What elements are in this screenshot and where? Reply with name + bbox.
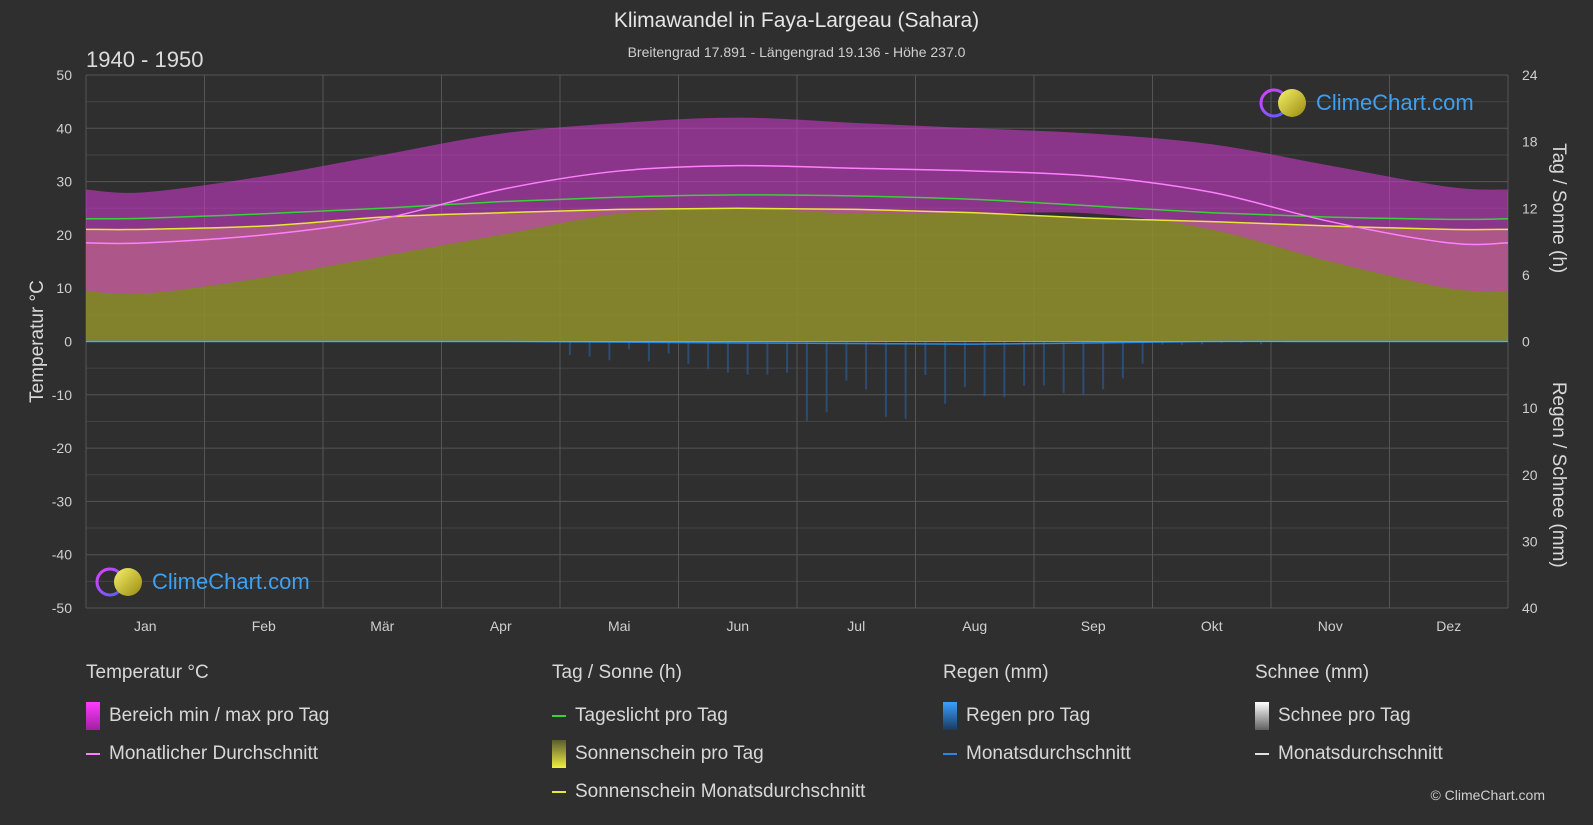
- line-swatch-icon: [943, 753, 957, 755]
- x-tick-label: Jun: [726, 618, 749, 634]
- x-tick-label: Mär: [370, 618, 394, 634]
- snow-swatch-icon: [1255, 702, 1269, 730]
- legend-snow-title: Schnee (mm): [1255, 662, 1370, 683]
- logo-text: ClimeChart.com: [152, 569, 310, 594]
- legend-temp-avg: Monatlicher Durchschnitt: [86, 735, 329, 773]
- y-right-mm-tick-label: 30: [1522, 533, 1538, 549]
- x-tick-label: Jul: [847, 618, 865, 634]
- y-right-top-axis-label: Tag / Sonne (h): [1548, 143, 1569, 273]
- line-swatch-icon: [552, 791, 566, 793]
- legend-daylight: Tageslicht pro Tag: [552, 697, 865, 735]
- legend-temp-avg-label: Monatlicher Durchschnitt: [109, 743, 319, 764]
- legend-rain-avg: Monatsdurchschnitt: [943, 735, 1131, 773]
- legend-snow-perday: Schnee pro Tag: [1255, 697, 1443, 735]
- x-tick-label: Sep: [1081, 618, 1106, 634]
- legend-sunavg-label: Sonnenschein Monatsdurchschnitt: [575, 781, 866, 802]
- y-right-mm-tick-label: 20: [1522, 467, 1538, 483]
- chart-title: Klimawandel in Faya-Largeau (Sahara): [613, 9, 980, 32]
- legend-sun: Tag / Sonne (h) Tageslicht pro Tag Sonne…: [552, 662, 865, 811]
- legend-rain-perday-label: Regen pro Tag: [966, 705, 1091, 726]
- legend-rain-perday: Regen pro Tag: [943, 697, 1131, 735]
- y-right-hours-tick-label: 0: [1522, 334, 1530, 350]
- y-left-tick-label: -30: [52, 493, 72, 509]
- range-swatch-icon: [86, 702, 100, 730]
- legend-sunavg: Sonnenschein Monatsdurchschnitt: [552, 773, 865, 811]
- x-tick-label: Mai: [608, 618, 631, 634]
- y-left-tick-label: -10: [52, 387, 72, 403]
- logo-text: ClimeChart.com: [1316, 90, 1474, 115]
- logo-top-right[interactable]: ClimeChart.com: [1258, 87, 1474, 119]
- y-right-hours-tick-label: 24: [1522, 67, 1538, 83]
- logo-bottom-left[interactable]: ClimeChart.com: [94, 566, 310, 598]
- legend-temp-range: Bereich min / max pro Tag: [86, 697, 329, 735]
- x-tick-label: Feb: [252, 618, 276, 634]
- y-right-hours-tick-label: 6: [1522, 267, 1530, 283]
- y-right-hours-tick-label: 18: [1522, 134, 1538, 150]
- legend-daylight-label: Tageslicht pro Tag: [575, 705, 728, 726]
- legend-temp-range-label: Bereich min / max pro Tag: [109, 705, 330, 726]
- x-tick-label: Nov: [1318, 618, 1343, 634]
- y-right-hours-tick-label: 12: [1522, 200, 1538, 216]
- series-lines: [85, 164, 1509, 345]
- y-left-tick-label: 20: [56, 227, 72, 243]
- legend-snow: Schnee (mm) Schnee pro Tag Monatsdurchsc…: [1255, 662, 1443, 773]
- temperature-range-area: [86, 117, 1508, 295]
- y-right-mm-tick-label: 10: [1522, 400, 1538, 416]
- legend-sunshine: Sonnenschein pro Tag: [552, 735, 865, 773]
- y-left-tick-label: 0: [64, 334, 72, 350]
- sunshine-swatch-icon: [552, 740, 566, 768]
- y-left-tick-label: 30: [56, 174, 72, 190]
- line-swatch-icon: [1255, 753, 1269, 755]
- line-swatch-icon: [86, 753, 100, 755]
- rain-swatch-icon: [943, 702, 957, 730]
- temperature-avg-line: [85, 164, 1509, 246]
- series-areas: [86, 117, 1508, 421]
- x-tick-label: Jan: [134, 618, 157, 634]
- climechart-logo-icon: [1259, 88, 1306, 118]
- legend-sun-title: Tag / Sonne (h): [552, 662, 682, 683]
- legend-snow-avg-label: Monatsdurchschnitt: [1278, 743, 1443, 764]
- legend-rain: Regen (mm) Regen pro Tag Monatsdurchschn…: [943, 662, 1131, 773]
- copyright: © ClimeChart.com: [1430, 787, 1545, 803]
- legend-rain-title: Regen (mm): [943, 662, 1049, 683]
- climechart-logo-icon: [95, 567, 142, 597]
- y-left-tick-label: -50: [52, 600, 72, 616]
- legend-snow-avg: Monatsdurchschnitt: [1255, 735, 1443, 773]
- daylight-line: [85, 194, 1509, 221]
- legend-temp-title: Temperatur °C: [86, 662, 209, 683]
- y-left-tick-label: -40: [52, 547, 72, 563]
- y-left-tick-label: -20: [52, 440, 72, 456]
- period-label: 1940 - 1950: [86, 47, 204, 72]
- x-tick-label: Okt: [1201, 618, 1223, 634]
- y-left-axis-label: Temperatur °C: [27, 280, 48, 403]
- legend-sunshine-label: Sonnenschein pro Tag: [575, 743, 764, 764]
- x-tick-label: Dez: [1436, 618, 1461, 634]
- y-left-tick-label: 40: [56, 120, 72, 136]
- y-left-tick-label: 10: [56, 280, 72, 296]
- y-right-mm-tick-label: 40: [1522, 600, 1538, 616]
- x-tick-label: Aug: [962, 618, 987, 634]
- line-swatch-icon: [552, 715, 566, 717]
- legend-snow-perday-label: Schnee pro Tag: [1278, 705, 1411, 726]
- axes: 50 40 30 20 10 0 -10 -20 -30 -40 -50 Temperatur °C 2…: [27, 67, 1569, 634]
- y-left-tick-label: 50: [56, 67, 72, 83]
- chart-subtitle: Breitengrad 17.891 - Längengrad 19.136 -…: [627, 44, 966, 60]
- x-tick-label: Apr: [490, 618, 512, 634]
- legend-rain-avg-label: Monatsdurchschnitt: [966, 743, 1131, 764]
- legend-temperature: Temperatur °C Bereich min / max pro Tag …: [86, 662, 329, 773]
- y-right-bottom-axis-label: Regen / Schnee (mm): [1548, 382, 1569, 568]
- sunshine-avg-line: [85, 207, 1509, 231]
